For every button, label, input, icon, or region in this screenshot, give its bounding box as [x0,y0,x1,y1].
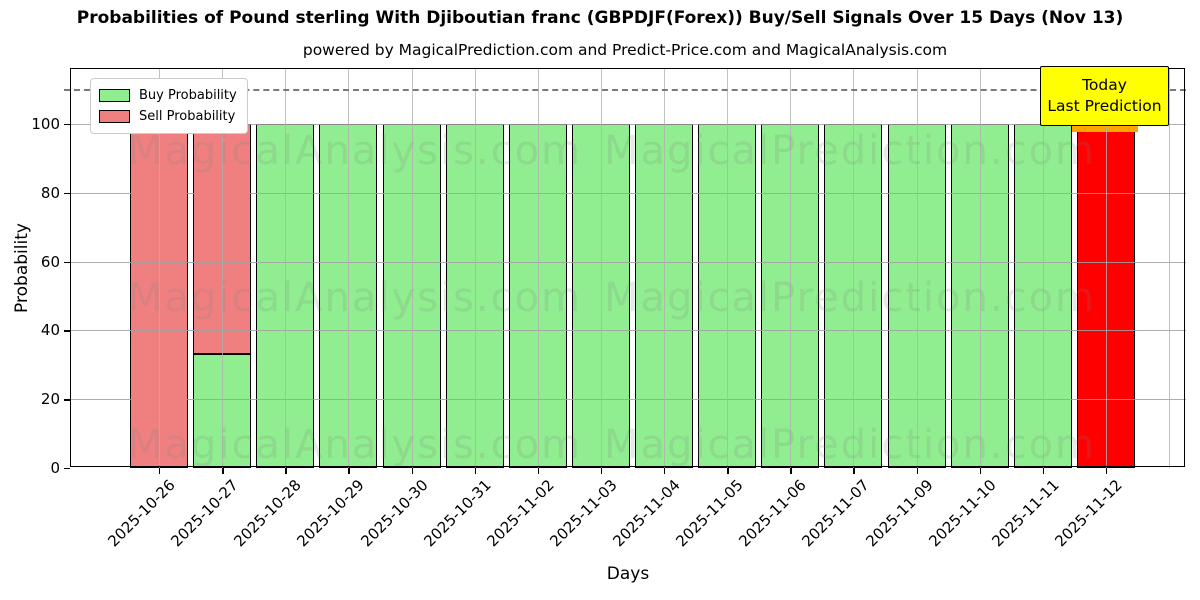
y-tick-label: 60 [40,252,60,271]
grid-line-x [1105,68,1107,468]
x-tick [411,468,413,474]
watermark-text: MagicalAnalysis.com [127,422,583,468]
legend-row-buy: Buy Probability [99,85,237,106]
grid-line-y [70,399,1186,401]
watermark-text: MagicalPrediction.com [604,128,1096,174]
x-tick [979,468,982,474]
grid-line-x [916,68,918,468]
x-tick-label: 2025-11-12 [1051,476,1126,551]
x-tick [1105,468,1108,474]
x-tick [159,468,161,474]
x-tick-label: 2025-10-30 [356,476,432,551]
today-annotation-line2: Last Prediction [1047,97,1162,115]
buy-swatch-icon [99,89,130,102]
x-tick-label: 2025-11-03 [546,476,621,551]
grid-line-x [159,68,160,468]
grid-line-x [979,68,981,468]
grid-line-x [727,68,729,468]
x-tick [600,468,603,474]
today-annotation-line1: Today [1082,76,1127,94]
legend: Buy Probability Sell Probability [90,78,248,134]
x-tick-label: 2025-11-07 [798,476,874,551]
grid-line-x [474,68,476,468]
y-tick-label: 80 [40,183,60,202]
grid-line-y [70,124,1186,125]
x-tick-label: 2025-10-26 [104,476,179,551]
x-tick-label: 2025-10-27 [167,476,242,551]
grid-line-x [537,68,539,468]
grid-line-x [411,68,413,468]
y-tick [64,124,70,126]
grid-line-x [222,68,224,468]
grid-line-x [664,68,666,468]
watermark-text: MagicalAnalysis.com [127,128,583,174]
x-tick [285,468,287,474]
y-tick-label: 0 [50,459,60,477]
grid-line-x [1169,68,1171,468]
chart-title: Probabilities of Pound sterling With Dji… [76,8,1124,28]
legend-label-buy: Buy Probability [139,88,237,103]
x-tick [348,468,350,474]
x-axis-label: Days [606,564,650,584]
legend-row-sell: Sell Probability [99,106,237,127]
today-annotation: Today Last Prediction [1040,66,1169,126]
bar-today-cap [1071,123,1138,132]
y-tick [64,330,70,332]
grid-line-x [853,68,855,468]
watermark-text: MagicalPrediction.com [604,422,1096,468]
x-tick-label: 2025-11-09 [861,476,937,551]
x-tick [853,468,855,474]
x-tick [1042,468,1045,474]
y-tick-label: 20 [40,390,60,409]
y-axis-label: Probability [12,223,32,313]
chart-subtitle: powered by MagicalPrediction.com and Pre… [302,41,948,59]
x-tick [916,468,918,474]
grid-line-y [70,192,1186,194]
grid-line-x [1042,68,1044,468]
grid-line-x [285,68,287,468]
upper-dashed-line [64,88,1186,91]
grid-line-y [70,261,1186,263]
x-tick-label: 2025-11-10 [925,476,1000,551]
legend-label-sell: Sell Probability [139,109,236,124]
x-tick-label: 2025-10-29 [293,476,369,551]
grid-line-x [790,68,792,468]
y-tick [64,468,70,470]
y-tick [64,261,70,263]
y-tick [64,192,70,195]
watermark-text: MagicalPrediction.com [604,275,1096,321]
x-tick [664,468,666,474]
x-tick [537,468,540,474]
grid-line-y [70,330,1186,332]
x-tick-label: 2025-10-31 [420,476,495,551]
x-tick-label: 2025-11-11 [988,476,1063,551]
grid-line-x [348,68,350,468]
grid-line-x [600,68,602,468]
y-tick [64,399,70,401]
x-tick [222,468,224,474]
y-tick-label: 100 [31,115,60,133]
x-tick [474,468,477,474]
x-tick-label: 2025-10-28 [230,476,305,551]
x-tick-label: 2025-11-02 [483,476,558,551]
x-tick [727,468,729,474]
x-tick-label: 2025-11-06 [735,476,811,551]
watermark-text: MagicalAnalysis.com [127,275,583,321]
y-tick-label: 40 [40,321,60,340]
sell-swatch-icon [99,110,130,123]
x-tick [790,468,792,474]
